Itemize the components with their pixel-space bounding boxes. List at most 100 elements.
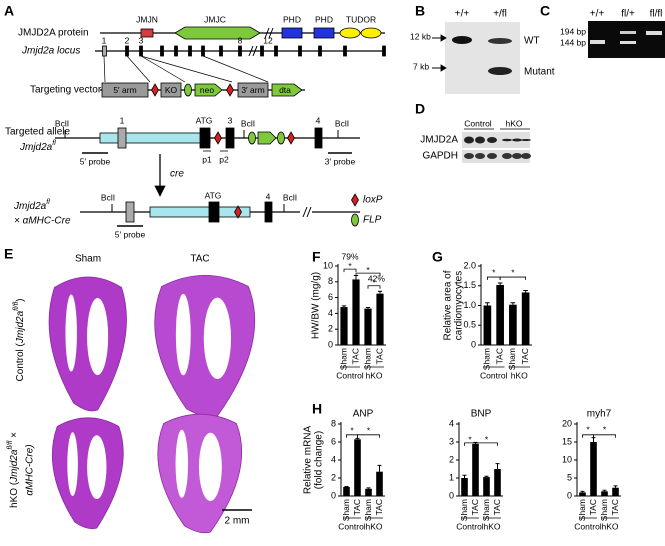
y-tick-label: 4 (449, 418, 454, 428)
panel-letter: D (415, 101, 425, 117)
group-label: hKO (483, 521, 500, 531)
y-tick-label: 2.0 (463, 260, 476, 270)
allele-text: ATG (205, 190, 222, 200)
chart-title: myh7 (587, 409, 612, 420)
exon (219, 45, 223, 57)
error-bar (602, 489, 607, 492)
ventricle-cavity (67, 432, 78, 497)
ventricle-cavity (175, 293, 191, 376)
annotation: * (492, 267, 496, 277)
mapping-line (202, 55, 269, 83)
mapping-line (140, 55, 233, 83)
allele-name: Jmjd2afl (19, 140, 56, 153)
size-label: 194 bp (560, 26, 586, 36)
exon (264, 201, 273, 223)
annotation: * (468, 434, 472, 444)
exon (382, 45, 386, 57)
panel-letter: A (4, 3, 14, 19)
panel-letter: C (540, 3, 550, 19)
vector-part: KO (165, 85, 178, 95)
error-bar (365, 306, 371, 309)
exon (225, 127, 235, 149)
chart-title: BNP (471, 409, 492, 420)
vector-part: neo (200, 85, 214, 95)
exon (201, 45, 205, 57)
superscript: fl/fl (13, 301, 20, 310)
y-tick-label: 6 (328, 292, 333, 302)
error-bar (523, 289, 528, 293)
significance-bracket (355, 272, 381, 277)
error-bar (613, 485, 618, 488)
error-bar (484, 475, 489, 478)
bar (494, 469, 501, 496)
ventricle-cavity (198, 432, 222, 501)
exon-label: 2 (125, 35, 130, 45)
arrowhead (440, 34, 447, 42)
exon (199, 127, 211, 149)
ko-box (160, 82, 182, 98)
bar (601, 491, 608, 496)
y-tick-label: 3 (449, 436, 454, 446)
significance-bracket (475, 442, 498, 446)
x-tick-label: Sham (482, 348, 492, 370)
annotation: * (367, 425, 371, 435)
y-axis-label: Relative area of (443, 270, 454, 340)
vector-part: 3′ arm (241, 85, 264, 95)
allele-text: ATG (196, 115, 213, 125)
error-bar (462, 474, 467, 478)
domain (339, 27, 361, 39)
band (487, 153, 497, 159)
band (502, 138, 512, 142)
row-label: Jmjd2a (9, 449, 20, 483)
exon (260, 45, 264, 57)
loxp-site (226, 83, 234, 97)
allele-text: BclI (55, 118, 69, 128)
bar (483, 305, 492, 345)
x-tick-label: Sham (481, 499, 491, 521)
probe-label: 5′ probe (115, 229, 146, 239)
lane-label: fl/fl (650, 9, 663, 20)
band (521, 139, 531, 141)
row-label: hKO ( (9, 481, 20, 508)
bar (612, 487, 619, 496)
x-tick-label: Sham (577, 499, 587, 521)
annotation: * (372, 278, 376, 288)
exon (188, 45, 192, 57)
lane-label: fl/+ (621, 9, 635, 20)
bar (472, 443, 479, 496)
exon-label: 3 (139, 35, 144, 45)
exon-label: 1 (102, 35, 107, 45)
y-tick-label: 2 (331, 472, 336, 482)
x-tick-label: Sham (338, 348, 348, 370)
allele-text: BclI (101, 192, 115, 202)
axis-break (252, 45, 258, 57)
bar (590, 442, 597, 496)
annotation: * (350, 425, 354, 435)
band (620, 31, 636, 34)
x-tick-label: TAC (610, 499, 620, 515)
allele-name: Jmjd2afl (13, 199, 50, 212)
x-tick-label: TAC (352, 499, 362, 515)
allele-text: BclI (335, 118, 349, 128)
loxp-site (351, 193, 359, 207)
gel (588, 21, 665, 58)
row-label: JMJD2A protein (18, 28, 89, 39)
bar (376, 293, 384, 345)
significance-bracket (343, 268, 357, 273)
error-bar (580, 490, 585, 493)
superscript: fl (46, 199, 50, 206)
loxp-site (214, 131, 222, 145)
column-label: Sham (75, 254, 101, 265)
annotation: * (348, 261, 352, 271)
annotation: * (366, 265, 370, 275)
allele-name: × αMHC-Cre (14, 216, 71, 227)
y-tick-label: 0 (471, 339, 476, 349)
exon (298, 45, 302, 57)
y-tick-label: 1.0 (463, 300, 476, 310)
exon-label: 8 (238, 35, 243, 45)
band (521, 153, 531, 159)
x-tick-label: Sham (459, 499, 469, 521)
error-bar (510, 302, 516, 305)
bar (496, 284, 504, 345)
